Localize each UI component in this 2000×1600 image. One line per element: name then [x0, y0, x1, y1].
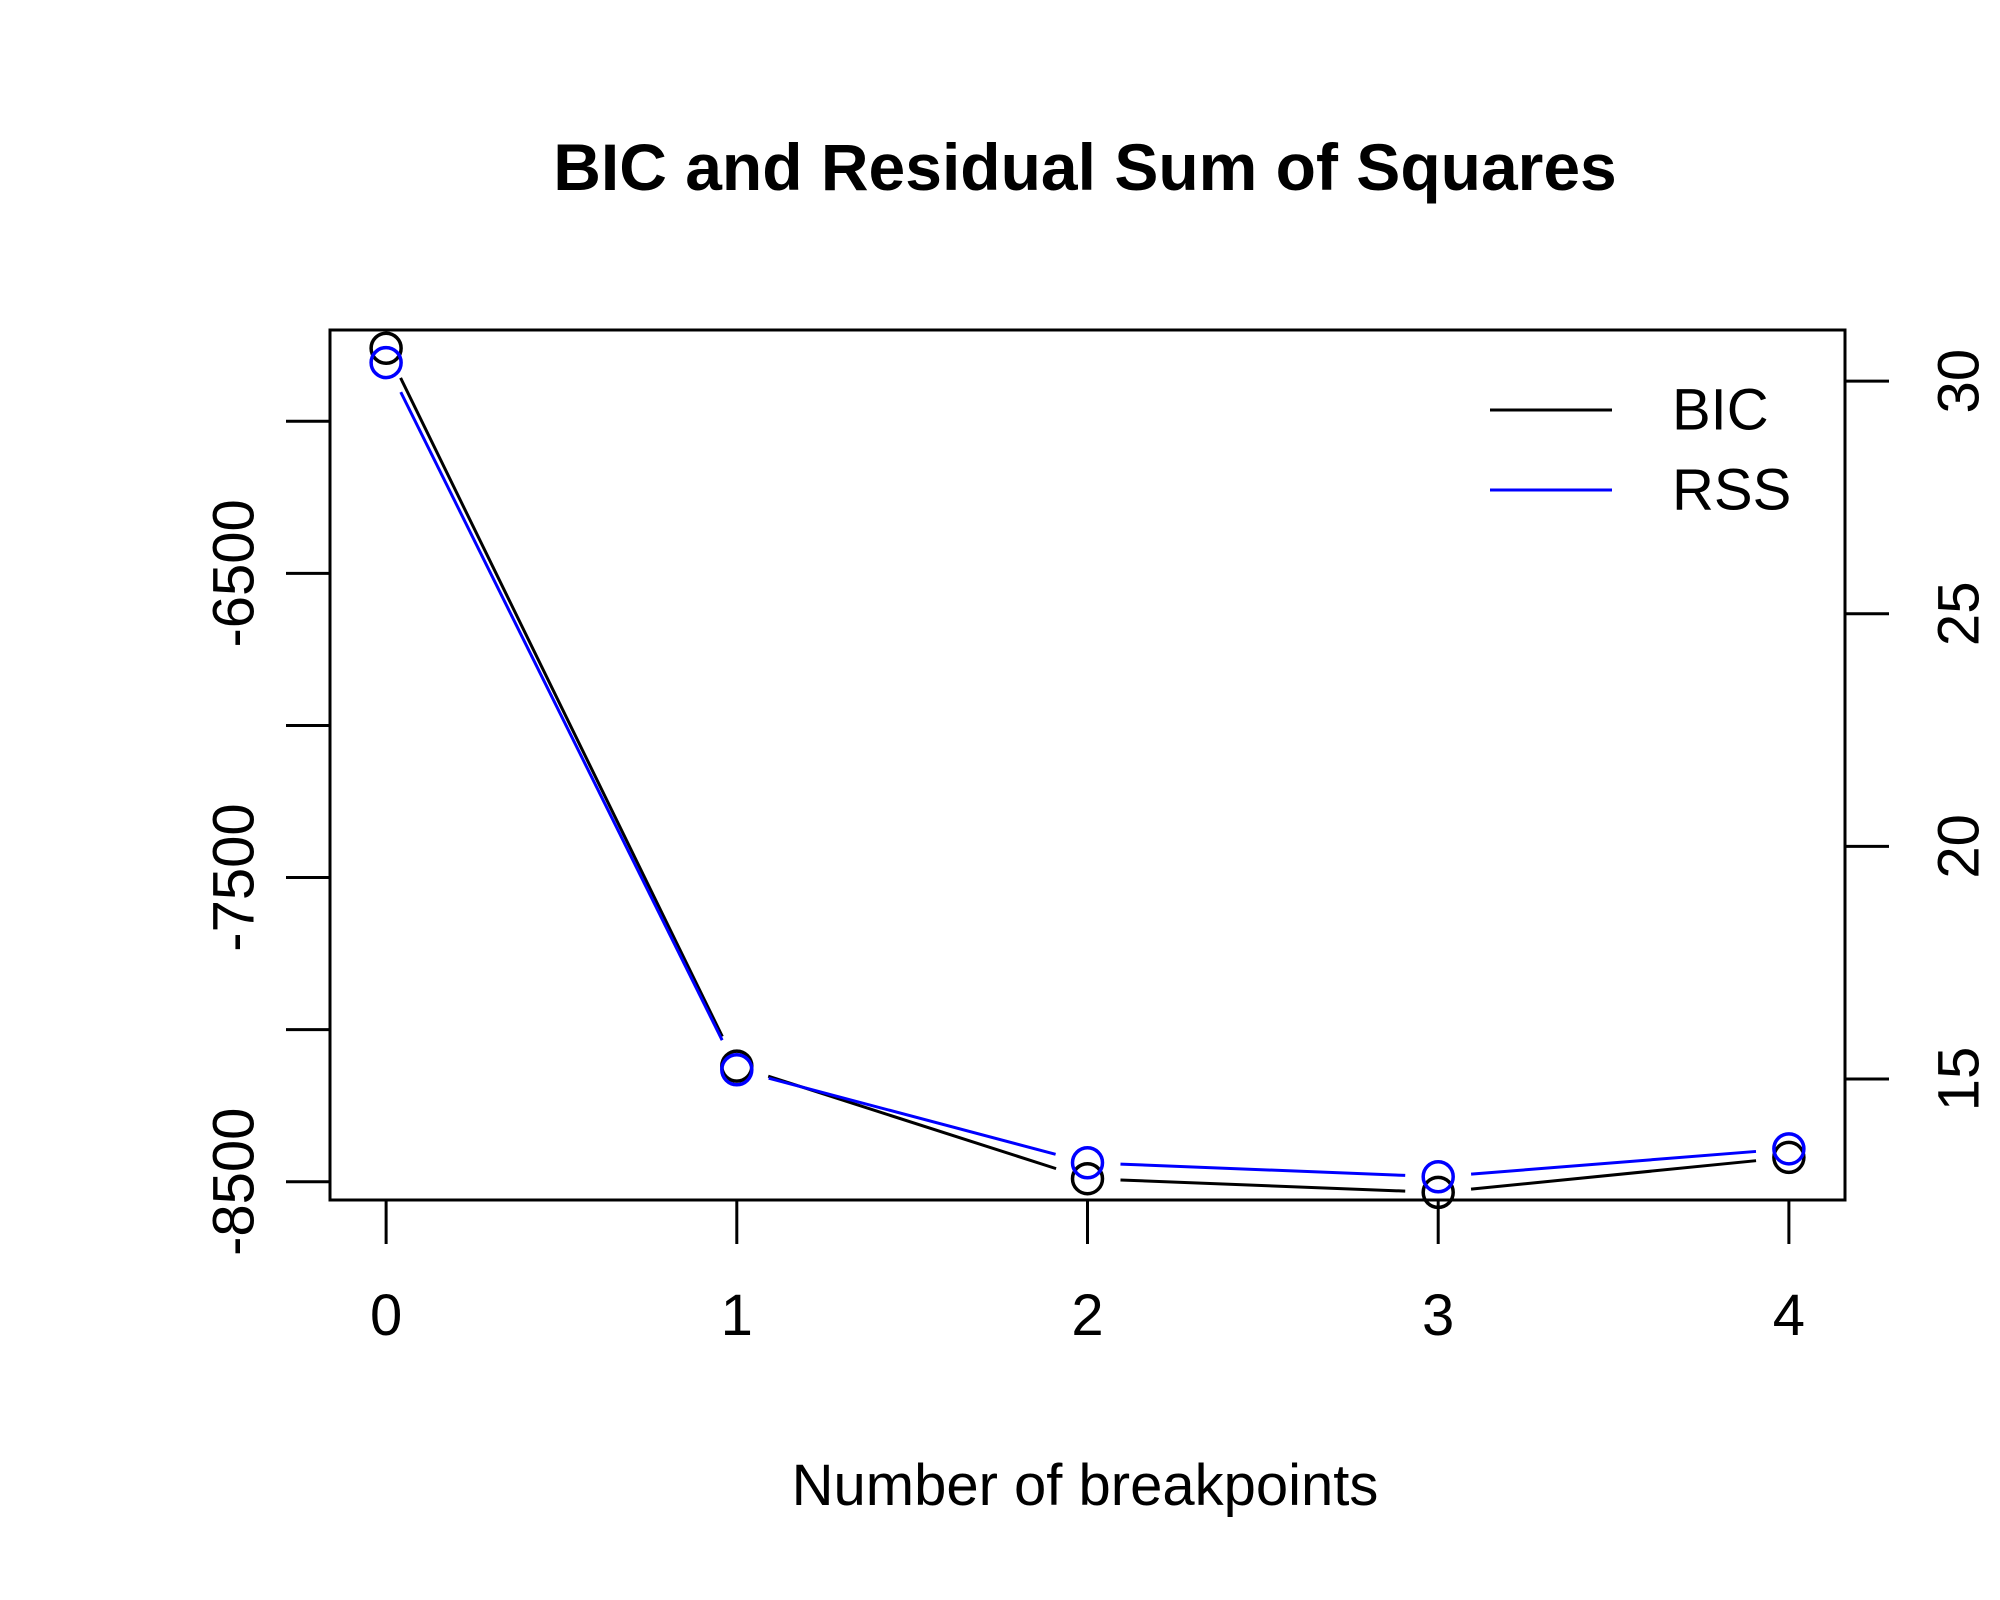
series-rss-point	[1070, 1146, 1105, 1180]
legend: BIC RSS	[1490, 378, 1791, 523]
series-bic-point	[1421, 1175, 1455, 1210]
x-tick-label: 4	[1773, 1283, 1805, 1348]
y-left-tick-label: -6500	[202, 499, 267, 647]
plot-frame	[328, 328, 1847, 1202]
series-bic-segment	[399, 377, 724, 1038]
x-axis: 0 1 2 3 4	[370, 1200, 1805, 1348]
y-axis-left: -8500 -7500 -6500	[202, 419, 330, 1256]
series-rss-point	[720, 1052, 754, 1087]
series-bic-point	[1772, 1140, 1806, 1175]
series-bic-point	[1070, 1161, 1105, 1196]
x-tick-label: 2	[1071, 1283, 1103, 1348]
y-right-tick-label: 30	[1927, 349, 1992, 414]
series-layer	[369, 331, 1806, 1210]
legend-label-rss: RSS	[1672, 458, 1791, 523]
y-right-tick-label: 25	[1927, 582, 1992, 647]
x-tick-label: 1	[721, 1283, 753, 1348]
series-rss-point	[1772, 1132, 1806, 1166]
series-rss-point	[369, 345, 403, 380]
series-rss-point	[1421, 1159, 1455, 1194]
chart-title: BIC and Residual Sum of Squares	[553, 130, 1617, 204]
y-axis-right: 15 20 25 30	[1845, 349, 1992, 1111]
series-rss-segment	[399, 391, 724, 1041]
x-tick-label: 0	[370, 1283, 402, 1348]
x-axis-label: Number of breakpoints	[792, 1453, 1379, 1518]
series-bic-segment	[1120, 1178, 1406, 1193]
y-left-tick-label: -8500	[202, 1108, 267, 1256]
y-right-tick-label: 20	[1927, 814, 1992, 879]
series-rss-segment	[768, 1076, 1056, 1156]
series-rss-segment	[1120, 1162, 1406, 1177]
x-tick-label: 3	[1422, 1283, 1454, 1348]
y-right-tick-label: 15	[1927, 1047, 1992, 1112]
series-bic-point	[369, 331, 403, 366]
legend-label-bic: BIC	[1672, 378, 1769, 443]
series-rss-segment	[1470, 1149, 1757, 1176]
series-rss	[369, 345, 1806, 1194]
y-left-tick-label: -7500	[202, 803, 267, 951]
series-bic-segment	[1470, 1159, 1757, 1191]
series-bic	[369, 331, 1806, 1210]
